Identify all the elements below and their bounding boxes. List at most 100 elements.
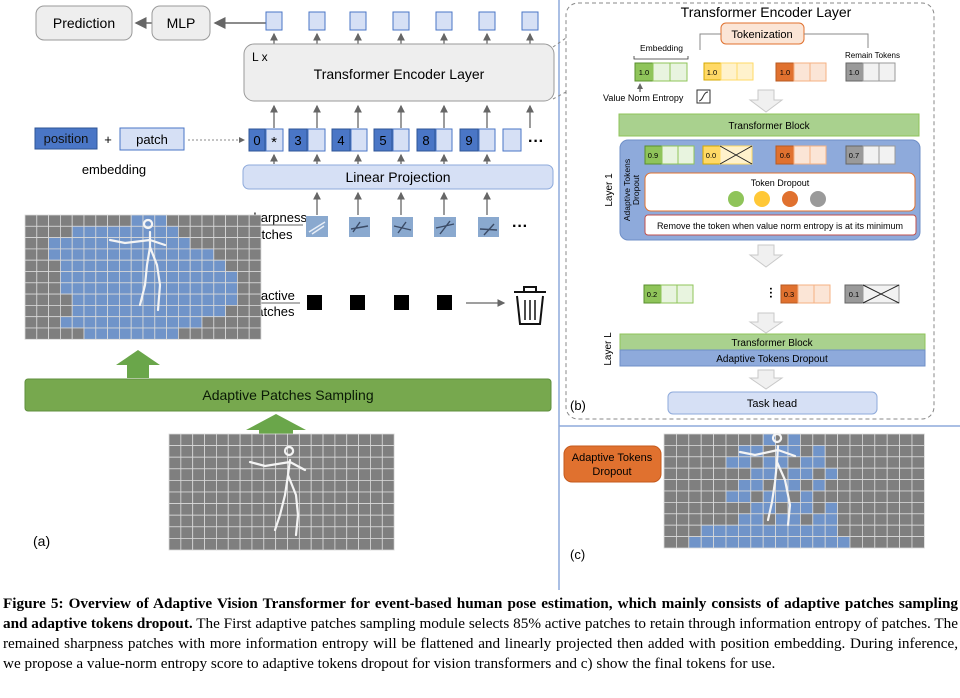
- grid-patch: [874, 524, 888, 538]
- grid-patch: [204, 491, 217, 505]
- grid-patch: [71, 316, 85, 329]
- grid-patch: [189, 316, 203, 329]
- grid-patch: [862, 501, 876, 515]
- grid-patch: [36, 316, 49, 329]
- grid-patch: [713, 444, 727, 458]
- grid-patch: [381, 491, 395, 505]
- grid-patch: [251, 468, 265, 481]
- grid-patch: [48, 237, 61, 250]
- grid-patch: [60, 225, 73, 239]
- grid-patch: [95, 304, 109, 318]
- grid-patch: [71, 214, 85, 227]
- grid-patch: [24, 271, 38, 284]
- grid-patch: [824, 467, 839, 481]
- grid-patch: [310, 468, 324, 481]
- grid-patch: [248, 282, 262, 295]
- grid-patch: [346, 445, 360, 458]
- layer-l-label: Layer L: [603, 332, 614, 366]
- grid-patch: [899, 444, 913, 458]
- grid-patch: [107, 316, 120, 329]
- value-norm-entropy-label: Value Norm Entropy: [603, 93, 684, 103]
- grid-patch: [166, 282, 179, 295]
- grid-patch: [130, 237, 144, 250]
- adaptive-patches-sampling-bar: [24, 378, 552, 412]
- grid-patch: [130, 271, 144, 284]
- grid-patch: [322, 538, 336, 551]
- grid-patch: [874, 501, 888, 515]
- grid-patch: [688, 444, 702, 458]
- grid-patch: [775, 501, 789, 515]
- position-box: [34, 127, 98, 150]
- grid-patch: [119, 259, 132, 272]
- zoom-connector: [552, 37, 567, 48]
- grid-patch: [60, 271, 73, 284]
- grid-patch: [177, 304, 191, 318]
- token-index: 3: [294, 133, 301, 148]
- grid-patch: [227, 514, 241, 528]
- grid-patch: [239, 468, 253, 481]
- grid-patch: [837, 536, 851, 549]
- token-index: 5: [379, 133, 386, 148]
- grid-patch: [862, 490, 876, 503]
- token-value: 1.0: [849, 68, 859, 77]
- grid-patch: [676, 433, 690, 446]
- grid-patch: [236, 271, 250, 284]
- grid-patch: [358, 479, 371, 493]
- grid-patch: [36, 293, 49, 306]
- grid-patch: [239, 526, 253, 539]
- grid-patch: [663, 524, 677, 538]
- token-value: 0.9: [648, 151, 658, 160]
- grid-patch: [849, 467, 863, 481]
- grid-patch: [370, 456, 383, 470]
- grid-patch: [236, 237, 250, 250]
- grid-patch: [48, 282, 61, 295]
- grid-patch: [248, 316, 262, 329]
- grid-patch: [676, 524, 690, 538]
- grid-patch: [750, 513, 764, 526]
- adaptive-dropout-l-label: Adaptive Tokens Dropout: [716, 354, 828, 365]
- panel-c: Adaptive Tokens Dropout (c): [563, 432, 925, 562]
- token-index: *: [271, 134, 277, 151]
- grid-patch: [24, 248, 38, 261]
- task-head-box: [667, 391, 878, 415]
- grid-patch: [899, 490, 913, 503]
- grid-patch: [248, 327, 262, 340]
- grid-patch: [213, 225, 227, 239]
- grid-patch: [370, 479, 383, 493]
- grid-patch: [886, 524, 901, 538]
- grid-patch: [36, 304, 49, 318]
- grid-patch: [298, 479, 312, 493]
- grid-patch: [310, 491, 324, 505]
- grid-patch: [812, 524, 826, 538]
- grid-patch: [95, 259, 109, 272]
- grid-patch: [227, 468, 241, 481]
- grid-patch: [107, 304, 120, 318]
- grid-patch: [142, 316, 156, 329]
- grid-patch: [663, 501, 677, 515]
- grid-patch: [775, 490, 789, 503]
- grid-patch: [204, 433, 217, 447]
- grid-patch: [225, 225, 238, 239]
- caption-body: The First adaptive patches sampling modu…: [3, 615, 958, 672]
- grid-patch: [119, 327, 132, 340]
- grid-patch: [204, 514, 217, 528]
- token-value: 0.1: [849, 290, 859, 299]
- grid-patch: [251, 479, 265, 493]
- grid-patch: [275, 433, 288, 447]
- grid-patch: [886, 444, 901, 458]
- grid-patch: [263, 468, 277, 481]
- grid-patch: [738, 524, 752, 538]
- sampling-up-arrow: [116, 350, 160, 378]
- grid-patch: [204, 479, 217, 493]
- grid-patch: [201, 214, 215, 227]
- down-arrow: [748, 89, 784, 113]
- grid-patch: [800, 456, 814, 469]
- grid-patch: [911, 536, 925, 549]
- grid-patch: [95, 316, 109, 329]
- panel-a-label: (a): [33, 533, 50, 549]
- grid-patch: [837, 456, 851, 469]
- grid-patch: [107, 259, 120, 272]
- grid-patch: [130, 282, 144, 295]
- grid-patch: [700, 536, 715, 549]
- grid-patch: [874, 456, 888, 469]
